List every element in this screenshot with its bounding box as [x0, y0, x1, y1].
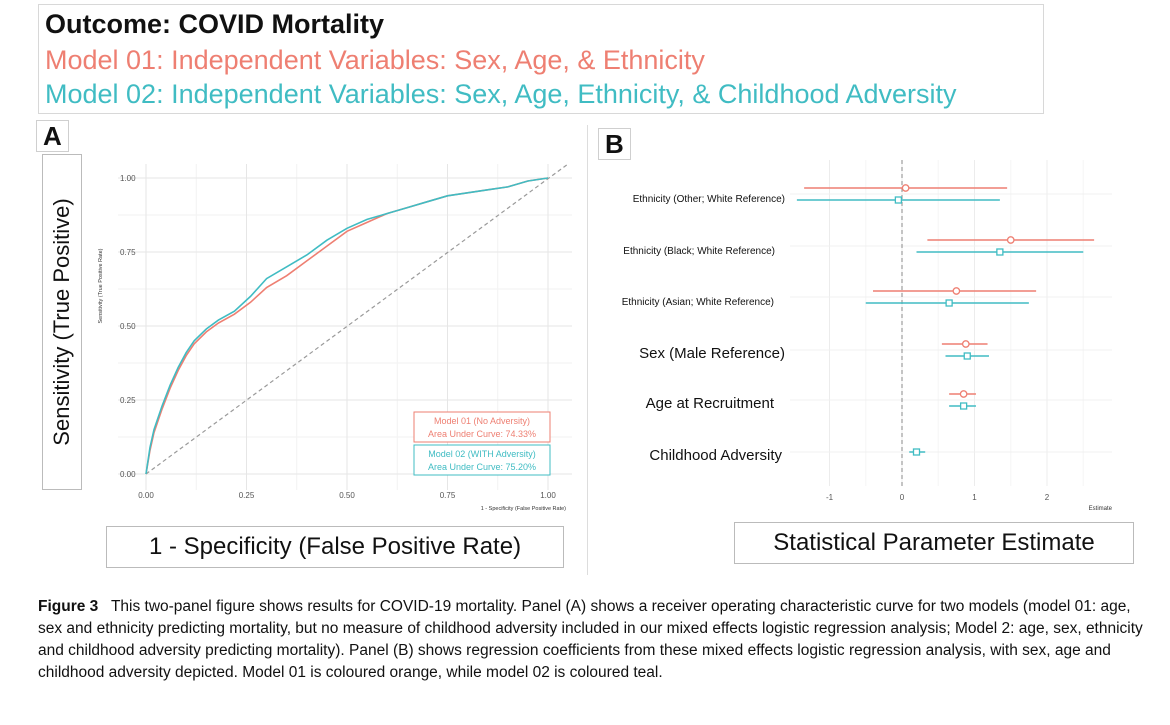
forest-category-label: Sex (Male Reference): [639, 345, 785, 362]
forest-category-label: Childhood Adversity: [649, 447, 782, 464]
title-box: Outcome: COVID Mortality Model 01: Indep…: [38, 4, 1044, 114]
forest-point-model1: [1006, 236, 1015, 244]
forest-category-label: Ethnicity (Asian; White Reference): [622, 297, 774, 308]
forest-point-model2: [945, 299, 953, 307]
figure-title: Outcome: COVID Mortality: [45, 9, 385, 39]
roc-y-axis-label: Sensitivity (True Positive Rate): [98, 248, 104, 323]
forest-point-model2: [959, 402, 968, 410]
roc-y-tick-label: 0.00: [120, 470, 136, 479]
panel-b-letter: B: [598, 128, 631, 160]
forest-x-tick-label: 1: [972, 493, 977, 502]
roc-legend-name: Model 01 (No Adversity): [434, 416, 530, 426]
roc-chance-diagonal: [145, 163, 569, 475]
roc-chart: 0.00 0.00 0.25 0.25 0.50 0.50 0.75 0.75 1.00 1.00…: [98, 163, 572, 512]
roc-x-tick-label: 0.75: [440, 491, 456, 500]
roc-x-tick-label: 0.25: [239, 491, 255, 500]
forest-category-label: Age at Recruitment: [646, 395, 775, 412]
forest-point-model2: [912, 448, 921, 456]
panel-a-big-xlabel: 1 - Specificity (False Positive Rate): [148, 533, 522, 560]
roc-x-tick-label: 1.00: [540, 491, 556, 500]
forest-chart: -1 0 1 2 Estimate Ethnicity (Other; White Ref…: [622, 160, 1113, 512]
caption-label: Figure 3: [38, 598, 99, 615]
roc-legend-auc: Area Under Curve: 74.33%: [428, 429, 536, 439]
figure-caption: Figure 3 This two-panel figure shows res…: [38, 596, 1148, 684]
forest-x-axis-label: Estimate: [1089, 506, 1113, 512]
forest-x-tick-label: 2: [1045, 493, 1050, 502]
forest-point-model1: [961, 340, 970, 348]
caption-text: This two-panel figure shows results for …: [38, 598, 1143, 681]
roc-curve-model2: [145, 177, 549, 475]
roc-y-tick-label: 0.25: [120, 396, 136, 405]
panel-a-ylabel-box: [42, 154, 82, 490]
roc-x-tick-label: 0.50: [339, 491, 355, 500]
forest-point-model1: [959, 390, 968, 398]
roc-legend-auc: Area Under Curve: 75.20%: [428, 462, 536, 472]
panel-divider: [587, 125, 588, 575]
forest-plot-background: [790, 160, 1112, 486]
panel-b-xlabel-box: Statistical Parameter Estimate: [734, 522, 1134, 564]
forest-x-tick-label: 0: [900, 493, 905, 502]
roc-legend-box: [413, 411, 551, 443]
roc-y-tick-label: 0.50: [120, 322, 136, 331]
forest-category-label: Ethnicity (Other; White Reference): [633, 194, 785, 205]
forest-x-tick-label: -1: [826, 493, 834, 502]
roc-x-axis-label: 1 - Specificity (False Positive Rate): [481, 506, 566, 512]
roc-legend-box: [413, 444, 551, 476]
forest-point-model1: [901, 184, 910, 192]
forest-point-model1: [952, 287, 961, 295]
roc-y-tick-label: 1.00: [120, 174, 136, 183]
panel-a-letter: A: [36, 120, 69, 152]
panel-b-big-xlabel: Statistical Parameter Estimate: [773, 529, 1095, 556]
roc-y-tick-label: 0.75: [120, 248, 136, 257]
forest-point-model2: [996, 248, 1004, 256]
forest-point-model2: [963, 352, 971, 360]
roc-x-tick-label: 0.00: [138, 491, 154, 500]
panel-a-xlabel-box: 1 - Specificity (False Positive Rate): [106, 526, 564, 568]
model1-description: Model 01: Independent Variables: Sex, Ag…: [45, 45, 705, 75]
forest-category-label: Ethnicity (Black; White Reference): [623, 246, 775, 257]
model2-description: Model 02: Independent Variables: Sex, Ag…: [45, 79, 957, 109]
forest-point-model2: [894, 196, 903, 204]
roc-legend-name: Model 02 (WITH Adversity): [428, 449, 536, 459]
